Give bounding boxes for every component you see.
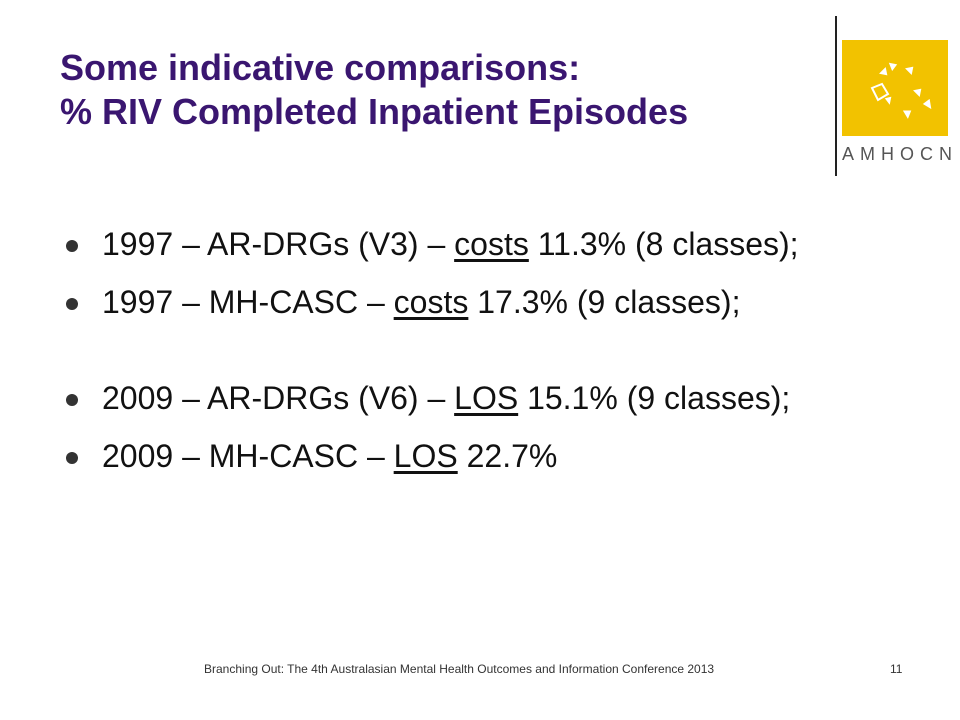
arrows-logo-icon	[870, 61, 933, 122]
title-line-2: % RIV Completed Inpatient Episodes	[60, 91, 689, 132]
bullet-item: 2009 – AR-DRGs (V6) – LOS 15.1% (9 class…	[66, 378, 826, 418]
amhocn-logo: AMHOCN	[842, 40, 958, 172]
bullet-item: 2009 – MH-CASC – LOS 22.7%	[66, 436, 826, 476]
slide-footer: Branching Out: The 4th Australasian Ment…	[204, 662, 715, 676]
bullet-text-underlined: costs	[454, 226, 529, 262]
bullet-item: 1997 – AR-DRGs (V3) – costs 11.3% (8 cla…	[66, 224, 826, 264]
logo-name: AMHOCN	[842, 144, 958, 164]
bullet-dot	[66, 240, 78, 252]
page-number: 11	[890, 662, 903, 676]
bullet-text-post: 11.3% (8 classes);	[528, 226, 799, 262]
slide-title: Some indicative comparisons: % RIV Compl…	[60, 46, 820, 134]
bullet-text-pre: 1997 – AR-DRGs (V3) –	[102, 226, 455, 262]
bullet-text-pre: 2009 – MH-CASC –	[102, 438, 394, 474]
bullet-dot	[66, 298, 78, 310]
logo-background	[842, 40, 948, 136]
bullet-dot	[66, 394, 78, 406]
bullet-text-pre: 1997 – MH-CASC –	[102, 284, 394, 320]
bullet-text-underlined: LOS	[393, 438, 458, 474]
bullet-dot	[66, 452, 78, 464]
title-line-1: Some indicative comparisons:	[60, 47, 581, 88]
bullet-list: 1997 – AR-DRGs (V3) – costs 11.3% (8 cla…	[66, 224, 826, 476]
bullet-text-underlined: LOS	[454, 380, 519, 416]
bullet-text-post: 17.3% (9 classes);	[468, 284, 741, 320]
bullet-text-post: 22.7%	[457, 438, 558, 474]
header-divider	[835, 16, 837, 176]
bullet-text-post: 15.1% (9 classes);	[518, 380, 791, 416]
bullet-text-underlined: costs	[393, 284, 469, 320]
bullet-text-pre: 2009 – AR-DRGs (V6) –	[102, 380, 455, 416]
bullet-item: 1997 – MH-CASC – costs 17.3% (9 classes)…	[66, 282, 826, 322]
